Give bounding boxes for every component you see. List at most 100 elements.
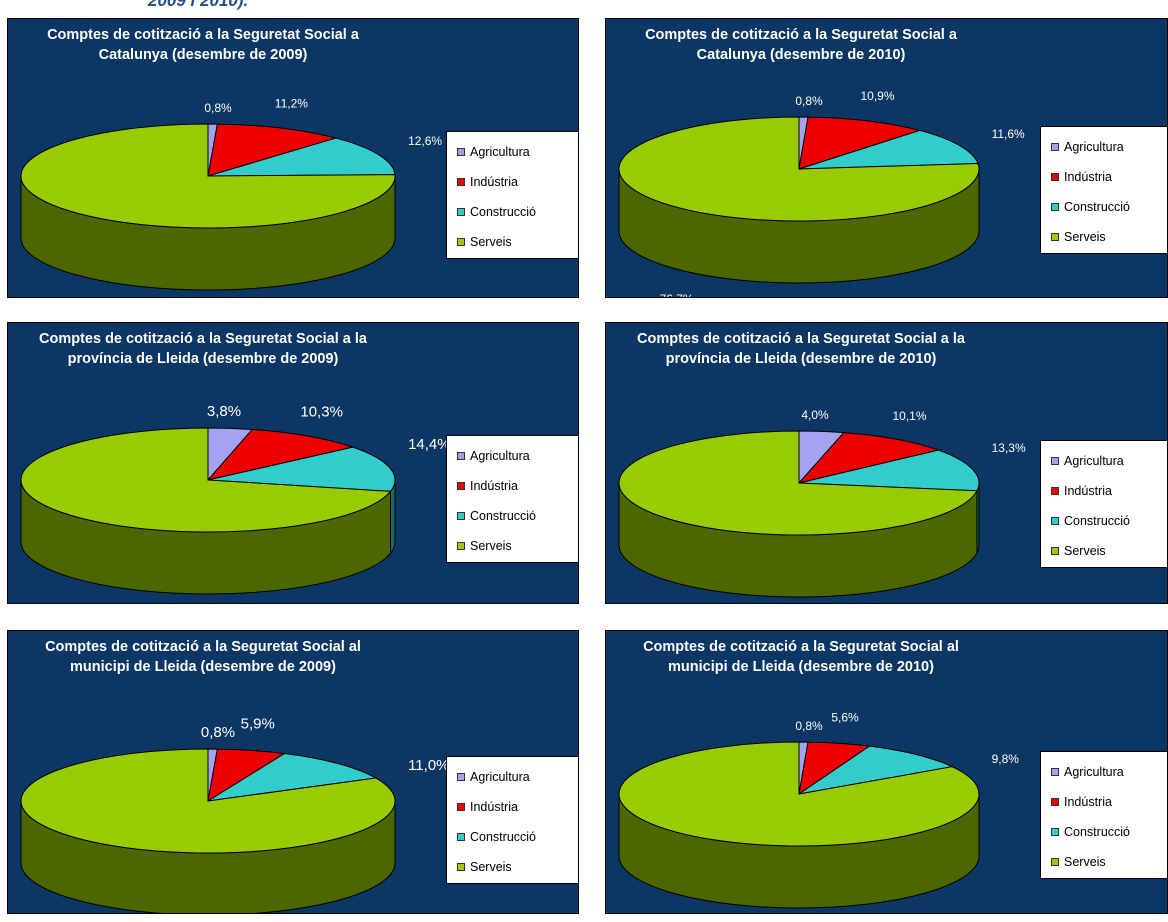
legend-item: Agricultura: [457, 137, 578, 167]
data-label-construcció: 12,6%: [408, 134, 442, 148]
legend-item: Serveis: [1051, 222, 1167, 252]
pie-slice-construcció: [207, 446, 396, 492]
pie-chart: 3,8% 10,3% 14,4% 71,5%: [20, 403, 451, 603]
data-label-agricultura: 0,8%: [201, 724, 235, 741]
legend-item: Indústria: [1051, 787, 1167, 817]
legend-item: Construcció: [457, 197, 578, 227]
pie-slice-indústria: [797, 432, 941, 484]
data-label-agricultura: 3,8%: [207, 403, 241, 420]
legend-swatch: [1051, 547, 1059, 555]
chart-title-line: província de Lleida (desembre de 2009): [67, 351, 339, 367]
legend: Agricultura Indústria Construcció Serveis: [1040, 751, 1167, 879]
legend: Agricultura Indústria Construcció Serveis: [446, 131, 578, 259]
chart-title: Comptes de cotització a la Seguretat Soc…: [8, 637, 398, 677]
legend-label: Agricultura: [470, 770, 530, 784]
legend-swatch: [1051, 173, 1059, 181]
legend-item: Indústria: [1051, 162, 1167, 192]
chart-title-line: Comptes de cotització a la Seguretat Soc…: [643, 639, 959, 655]
pie-slice-serveis: [20, 748, 396, 854]
legend-label: Construcció: [470, 830, 536, 844]
chart-title: Comptes de cotització a la Seguretat Soc…: [8, 329, 398, 369]
data-label-indústria: 5,6%: [831, 711, 859, 725]
pie-slice-construcció: [798, 449, 980, 492]
legend-swatch: [1051, 828, 1059, 836]
legend-item: Construcció: [457, 501, 578, 531]
legend-item: Agricultura: [1051, 132, 1167, 162]
chart-title: Comptes de cotització a la Seguretat Soc…: [606, 25, 996, 65]
legend-item: Indústria: [1051, 476, 1167, 506]
legend-label: Agricultura: [1064, 140, 1124, 154]
legend-item: Agricultura: [1051, 757, 1167, 787]
legend-swatch: [1051, 858, 1059, 866]
legend-label: Serveis: [1064, 230, 1106, 244]
legend-label: Serveis: [1064, 544, 1106, 558]
pie-slice-serveis: [618, 430, 978, 536]
chart-title-line: província de Lleida (desembre de 2010): [665, 351, 937, 367]
legend: Agricultura Indústria Construcció Serveis: [446, 435, 578, 563]
pie-slice-serveis: [618, 741, 980, 847]
chart-title-line: Comptes de cotització a la Seguretat Soc…: [47, 27, 359, 43]
chart-title-line: Catalunya (desembre de 2009): [98, 47, 308, 63]
data-label-agricultura: 0,8%: [795, 719, 823, 733]
legend-label: Agricultura: [1064, 765, 1124, 779]
data-label-indústria: 10,1%: [892, 409, 926, 423]
legend-swatch: [457, 833, 465, 841]
chart-title-line: municipi de Lleida (desembre de 2010): [668, 659, 934, 675]
data-label-construcció: 11,6%: [992, 127, 1025, 141]
legend-item: Indústria: [457, 471, 578, 501]
legend-label: Construcció: [1064, 825, 1130, 839]
legend-swatch: [457, 452, 465, 460]
legend-label: Serveis: [1064, 855, 1106, 869]
page-heading: 2009 i 2010).: [148, 0, 249, 10]
legend-label: Indústria: [1064, 484, 1112, 498]
legend-label: Serveis: [470, 539, 512, 553]
legend-swatch: [1051, 487, 1059, 495]
pie-chart-panel: Comptes de cotització a la Seguretat Soc…: [605, 18, 1168, 298]
pie-slice-indústria: [207, 123, 338, 177]
legend-item: Indústria: [457, 792, 578, 822]
legend-label: Indústria: [470, 800, 518, 814]
legend-swatch: [457, 542, 465, 550]
pie-slice-serveis: [20, 427, 392, 533]
legend-item: Construcció: [1051, 506, 1167, 536]
data-label-construcció: 13,3%: [992, 441, 1026, 455]
data-label-indústria: 5,9%: [241, 716, 275, 733]
legend-label: Construcció: [1064, 200, 1130, 214]
legend-item: Serveis: [457, 852, 578, 882]
legend-item: Serveis: [1051, 536, 1167, 566]
legend-swatch: [1051, 768, 1059, 776]
legend-swatch: [457, 148, 465, 156]
chart-title-line: Catalunya (desembre de 2010): [696, 47, 906, 63]
legend-label: Construcció: [470, 509, 536, 523]
legend-item: Agricultura: [457, 441, 578, 471]
data-label-indústria: 10,9%: [861, 89, 895, 103]
pie-slice-construcció: [798, 745, 954, 795]
legend-swatch: [1051, 233, 1059, 241]
legend-swatch: [1051, 517, 1059, 525]
data-label-agricultura: 4,0%: [801, 408, 829, 422]
legend-swatch: [457, 773, 465, 781]
legend-swatch: [457, 863, 465, 871]
pie-chart-panel: Comptes de cotització a la Seguretat Soc…: [7, 322, 579, 604]
legend-swatch: [457, 208, 465, 216]
legend-swatch: [1051, 143, 1059, 151]
legend-label: Agricultura: [470, 145, 530, 159]
pie-slice-indústria: [798, 116, 922, 170]
legend-item: Construcció: [457, 822, 578, 852]
legend: Agricultura Indústria Construcció Serveis: [1040, 126, 1167, 254]
legend-swatch: [457, 482, 465, 490]
pie-slice-serveis: [20, 123, 396, 229]
chart-title-line: Comptes de cotització a la Seguretat Soc…: [39, 331, 367, 347]
legend-label: Construcció: [470, 205, 536, 219]
pie-chart: 0,8% 10,9% 11,6% 76,7%: [618, 89, 1025, 297]
pie-slice-construcció: [798, 129, 979, 170]
legend: Agricultura Indústria Construcció Serveis: [1040, 440, 1167, 568]
legend-swatch: [1051, 457, 1059, 465]
pie-chart: 0,8%11,2%12,6%75,5%: [20, 96, 442, 291]
data-label-construcció: 9,8%: [992, 752, 1020, 766]
legend-label: Indústria: [470, 175, 518, 189]
legend-swatch: [1051, 203, 1059, 211]
pie-chart-panel: Comptes de cotització a la Seguretat Soc…: [605, 322, 1168, 604]
legend: Agricultura Indústria Construcció Serveis: [446, 756, 578, 884]
data-label-construcció: 11,0%: [408, 757, 449, 774]
